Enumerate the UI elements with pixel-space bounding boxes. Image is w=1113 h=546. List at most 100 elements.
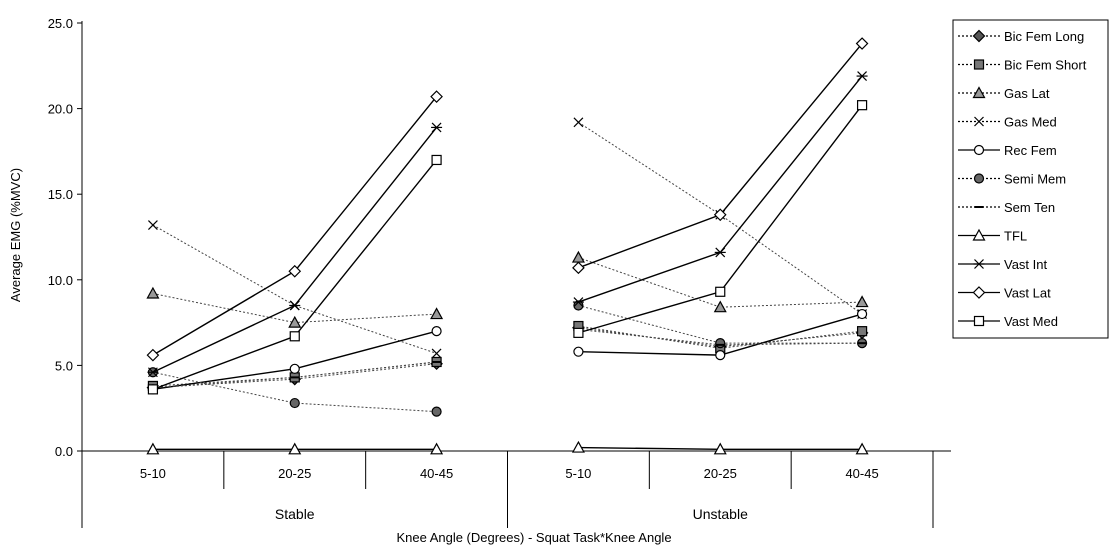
legend-label: Gas Med [1004,115,1057,130]
data-point [147,220,158,230]
legend-label: Semi Mem [1004,172,1066,187]
data-point [431,348,442,359]
data-point [289,331,300,342]
series-bic-fem-short [147,320,868,392]
data-point [856,308,868,320]
series-semi-mem [147,300,868,417]
data-point [288,264,302,278]
legend-item: Rec Fem [958,143,1057,158]
data-point [289,300,301,311]
data-point [715,286,726,297]
legend-label: Bic Fem Long [1004,29,1084,44]
legend-marker [973,144,985,156]
data-point [431,122,443,133]
legend-marker [973,173,985,184]
data-point [288,315,302,328]
series-line [152,363,437,389]
legend-item: Vast Int [958,257,1048,272]
x-category-label: 20-25 [704,466,737,481]
data-point [855,295,869,308]
data-point [147,384,159,395]
legend-label: Vast Lat [1004,286,1051,301]
legend-label: Vast Int [1004,257,1048,272]
data-point [714,247,726,258]
y-tick-label: 15.0 [48,187,73,202]
series-bic-fem-long [146,321,869,395]
legend-item: Bic Fem Short [958,58,1087,73]
data-point [713,442,727,455]
x-axis-title: Knee Angle (Degrees) - Squat Task*Knee A… [396,530,671,545]
legend-item: TFL [958,229,1027,244]
series-line [578,43,863,269]
data-point [571,440,585,453]
data-point [855,37,869,50]
series-vast-med [147,100,868,395]
axes-layer [77,21,951,528]
data-point [146,348,160,362]
legend-label: Vast Med [1004,314,1058,329]
legend-marker [973,259,985,269]
series-vast-lat [146,37,869,362]
data-point [855,442,869,455]
legend-marker [972,286,986,299]
data-point [713,300,727,313]
data-point [572,297,584,307]
data-point [146,442,160,455]
legend-marker [973,315,985,327]
data-point [431,326,442,337]
data-point [573,327,584,338]
data-point [573,300,584,311]
data-point [573,346,584,357]
legend: Bic Fem Long Bic Fem Short Gas Lat Gas Med R… [952,19,1109,339]
y-tick-label: 25.0 [48,16,73,31]
legend-label: Rec Fem [1004,143,1057,158]
x-category-label: 40-45 [420,466,453,481]
legend-label: TFL [1004,229,1027,244]
series-sem-ten [148,328,867,389]
data-point [715,338,726,349]
legend-marker [972,29,986,43]
series-line [578,328,863,346]
legend-item: Gas Lat [958,86,1050,101]
data-point [430,307,444,320]
data-point [147,367,159,378]
data-point [715,350,726,361]
legend-marker [972,86,986,99]
series-line [578,75,863,303]
y-tick-label: 20.0 [48,102,73,117]
data-point [856,100,868,111]
data-point [856,71,868,81]
series-gas-lat [146,250,869,328]
legend-marker [972,228,986,241]
y-tick-label: 10.0 [48,273,73,288]
y-axis-title: Average EMG (%MVC) [8,168,23,302]
series-rec-fem [147,308,868,395]
legend-item: Vast Lat [958,286,1051,301]
legend-item: Sem Ten [958,200,1055,215]
x-category-label: 20-25 [278,466,311,481]
x-category-label: 5-10 [565,466,591,481]
data-point [573,117,584,128]
series-tfl [146,440,869,455]
labels-layer: 0.0 5.0 10.0 15.0 20.0 25.0 5-10 20-25 40-45 5-10… [48,16,879,522]
x-group-label: Unstable [693,506,748,522]
series-line [578,257,863,308]
legend-item: Gas Med [958,115,1057,130]
data-point [571,250,585,263]
series-layer [146,37,869,455]
data-point [289,363,300,374]
legend-item: Vast Med [958,314,1058,329]
data-point [713,208,727,222]
legend-marker [974,116,984,127]
series-line [578,304,863,344]
series-gas-med [147,117,868,359]
data-point [431,154,442,166]
legend-item: Bic Fem Long [958,29,1084,44]
x-group-label: Stable [275,506,315,522]
legend-marker [973,59,985,70]
x-category-label: 5-10 [140,466,166,481]
data-point [288,442,302,455]
legend-label: Bic Fem Short [1004,58,1087,73]
legend-label: Gas Lat [1004,86,1050,101]
